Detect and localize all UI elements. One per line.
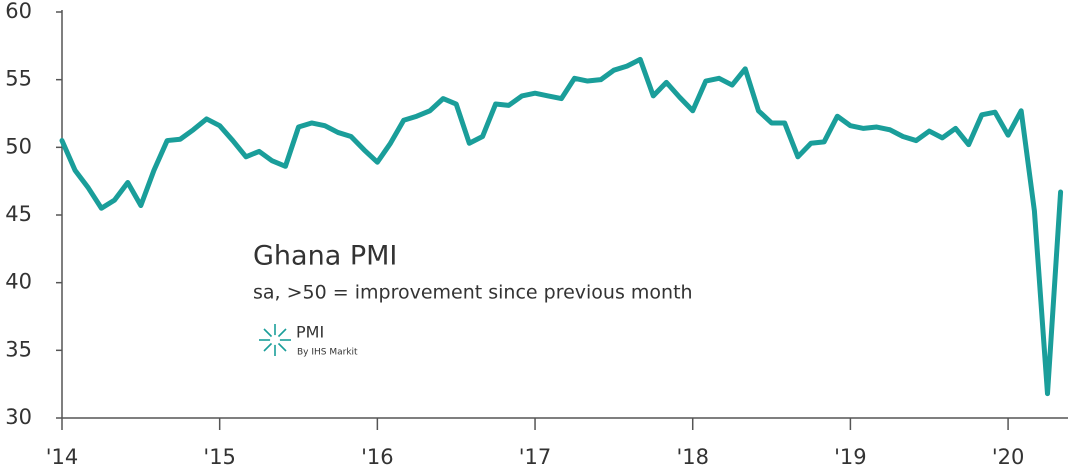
x-tick-label: '19 [834, 445, 867, 469]
x-tick-label: '16 [361, 445, 394, 469]
x-tick-label: '18 [676, 445, 709, 469]
line-series [59, 56, 1064, 397]
x-tick-label: '15 [203, 445, 236, 469]
logo-subtext: By IHS Markit [297, 348, 358, 358]
y-tick-label: 40 [5, 270, 32, 294]
logo: PMI By IHS Markit [259, 323, 358, 358]
x-tick-label: '14 [46, 445, 79, 469]
x-tick-label: '17 [519, 445, 552, 469]
y-tick-label: 55 [5, 67, 32, 91]
logo-text: PMI [296, 323, 324, 342]
y-tick-label: 60 [5, 0, 32, 23]
y-tick-label: 50 [5, 134, 32, 158]
y-tick-label: 30 [5, 405, 32, 429]
y-tick-label: 45 [5, 202, 32, 226]
y-tick-label: 35 [5, 337, 32, 361]
chart-subtitle: sa, >50 = improvement since previous mon… [253, 282, 693, 304]
chart-title: Ghana PMI [253, 241, 397, 272]
x-tick-label: '20 [992, 445, 1025, 469]
logo-center [270, 335, 280, 345]
